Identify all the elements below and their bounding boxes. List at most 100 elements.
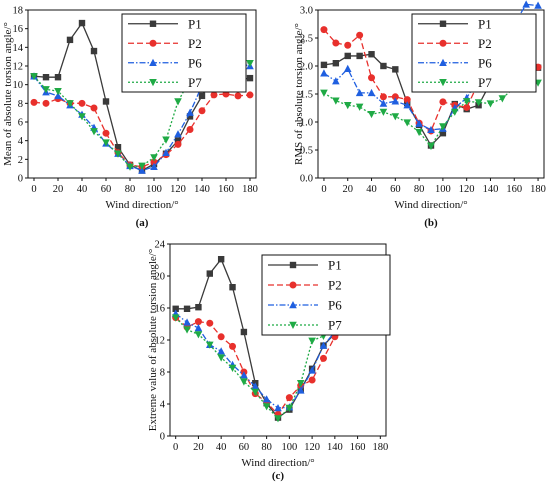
extreme-x-tick-label: 120 <box>304 442 320 453</box>
rms-x-tick-label: 120 <box>459 184 475 195</box>
extreme-legend-label: P1 <box>328 258 342 273</box>
rms-data-point <box>343 64 352 72</box>
mean-y-tick-label: 4 <box>18 136 24 147</box>
mean-legend: P1 P2 P6 P7 <box>121 13 247 93</box>
extreme-data-point <box>172 305 179 312</box>
extreme-data-point <box>308 366 316 374</box>
rms-data-point <box>439 123 447 131</box>
rms-data-point <box>320 89 328 97</box>
mean-x-tick-label: 40 <box>77 184 88 195</box>
mean-data-point <box>54 74 62 81</box>
mean-data-point <box>186 113 194 120</box>
extreme-data-point <box>195 304 202 311</box>
mean-data-point <box>198 107 206 115</box>
rms-x-tick-label: 40 <box>366 184 377 195</box>
rms-y-tick-label: 2.0 <box>300 62 313 73</box>
extreme-y-tick-label: 20 <box>155 272 166 283</box>
rms-x-tick-label: 100 <box>435 184 451 195</box>
rms-legend: P1 P2 P6 P7 <box>411 13 537 93</box>
rms-data-point <box>522 0 530 8</box>
mean-data-point <box>186 125 194 133</box>
mean-y-tick-label: 0 <box>18 174 23 185</box>
rms-x-tick-label: 60 <box>390 184 401 195</box>
mean-data-point <box>30 73 38 81</box>
extreme-x-tick-label: 20 <box>193 442 204 453</box>
mean-legend-marker <box>149 58 157 66</box>
rms-x-tick-label: 160 <box>506 184 522 195</box>
extreme-x-tick-label: 100 <box>281 442 297 453</box>
rms-data-point <box>486 100 495 108</box>
mean-x-tick-label: 100 <box>146 184 162 195</box>
mean-data-point <box>42 86 50 94</box>
rms-data-point <box>367 88 376 97</box>
mean-data-point <box>138 166 146 174</box>
rms-data-point <box>439 130 447 137</box>
mean-data-point <box>54 91 62 100</box>
rms-y-tick-label: 1.5 <box>300 90 313 101</box>
rms-data-point <box>368 74 376 82</box>
rms-y-tick-label: 1.0 <box>300 118 313 129</box>
rms-data-point <box>534 1 542 9</box>
extreme-data-point <box>194 318 202 326</box>
mean-data-point <box>198 92 206 100</box>
chart-mean: 0 20 40 60 80 100 120 140 160 180 0 2 4 6 8 10 12 14 16 18 W… <box>2 6 258 230</box>
mean-y-tick-label: 2 <box>18 155 23 166</box>
mean-data-point <box>174 98 182 106</box>
rms-legend-marker <box>439 20 447 27</box>
mean-panel-label: (a) <box>136 217 149 229</box>
mean-y-tick-label: 18 <box>13 6 24 17</box>
extreme-data-point <box>240 328 248 336</box>
extreme-y-tick-label: 4 <box>160 400 166 411</box>
mean-data-point <box>174 137 182 144</box>
extreme-x-axis-label: Wind direction/° <box>241 457 314 469</box>
mean-data-point <box>66 100 74 108</box>
rms-data-point <box>332 77 340 85</box>
mean-legend-label: P7 <box>188 75 202 90</box>
extreme-data-point <box>171 314 180 322</box>
extreme-data-point <box>308 376 316 384</box>
mean-data-point <box>234 92 242 100</box>
rms-data-point <box>320 69 328 77</box>
extreme-y-axis-label: Extreme value of absolute torsion angle/… <box>147 249 159 431</box>
rms-data-point <box>474 99 483 107</box>
mean-data-point <box>102 129 110 137</box>
extreme-data-point <box>285 394 293 402</box>
mean-y-tick-label: 8 <box>18 99 23 110</box>
rms-y-tick-label: 2.5 <box>300 34 313 45</box>
extreme-data-point <box>319 354 327 362</box>
mean-data-point <box>114 144 122 151</box>
rms-data-point <box>498 95 507 103</box>
mean-x-tick-label: 80 <box>125 184 136 195</box>
extreme-legend-box <box>261 254 391 336</box>
mean-series-p2 <box>30 90 254 171</box>
extreme-data-point <box>205 341 214 349</box>
rms-legend-marker <box>439 39 447 47</box>
mean-x-tick-label: 180 <box>242 184 258 195</box>
mean-y-tick-label: 16 <box>13 24 24 35</box>
mean-x-tick-label: 60 <box>101 184 112 195</box>
rms-data-point <box>439 98 447 106</box>
mean-x-tick-label: 0 <box>31 184 36 195</box>
extreme-x-tick-label: 60 <box>239 442 250 453</box>
rms-data-point <box>343 102 352 110</box>
mean-legend-box <box>121 13 247 93</box>
mean-data-point <box>210 91 218 99</box>
chart-rms: 0 20 40 60 80 100 120 140 160 180 0.0 0.5 1.0 1.5 2.0 2… <box>293 0 546 229</box>
extreme-data-point <box>251 388 260 396</box>
rms-data-point <box>320 26 328 34</box>
extreme-data-point <box>262 395 271 403</box>
extreme-data-point <box>183 318 191 326</box>
mean-y-tick-label: 12 <box>13 62 24 73</box>
mean-data-point <box>174 130 182 138</box>
rms-data-point <box>356 52 363 60</box>
extreme-data-point <box>319 341 328 349</box>
rms-legend-label: P7 <box>478 75 492 90</box>
mean-y-axis-label: Mean of absolute torsion angle/° <box>2 22 14 166</box>
extreme-legend-marker <box>289 321 297 329</box>
rms-data-point <box>379 108 388 116</box>
rms-x-tick-label: 20 <box>342 184 353 195</box>
extreme-legend-marker <box>289 281 297 289</box>
rms-legend-label: P2 <box>478 36 492 51</box>
extreme-data-point <box>285 404 294 412</box>
